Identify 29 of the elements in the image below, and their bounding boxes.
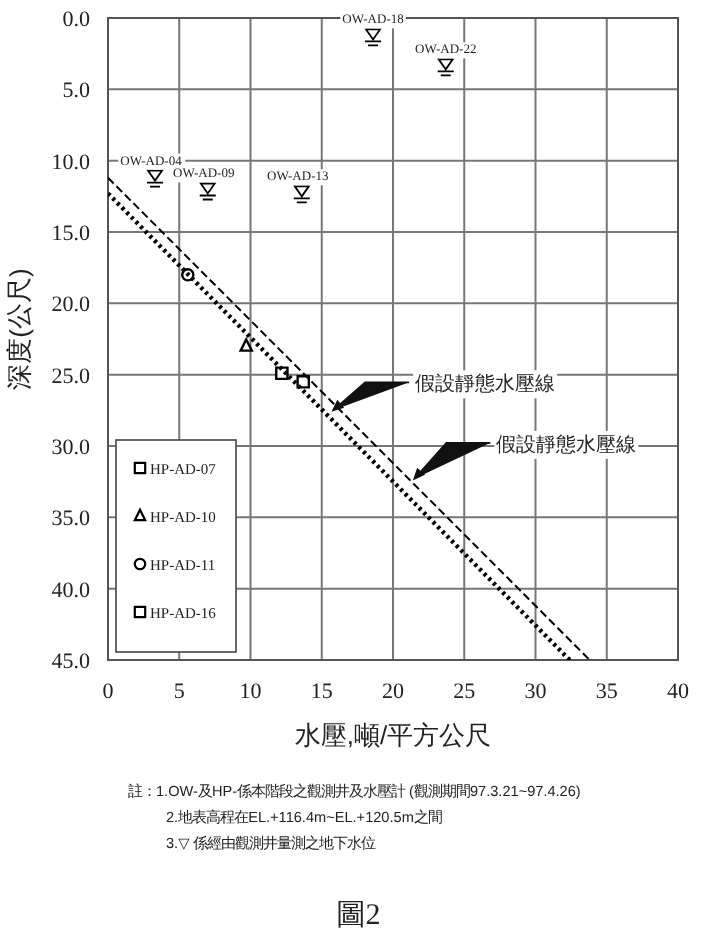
point	[198, 182, 217, 201]
y-tick-label: 30.0	[51, 436, 91, 460]
caption: 圖2	[335, 900, 381, 932]
point	[436, 58, 455, 77]
y-tick-label: 25.0	[51, 364, 91, 389]
x-tick-label: 25	[453, 680, 477, 704]
x-tick-label: 30	[524, 680, 548, 704]
y-tick-label: 5.0	[62, 79, 91, 104]
x-tick-label: 20	[382, 680, 405, 704]
annotation: 假設靜態水壓線	[496, 432, 637, 457]
y-tick-label: 35.0	[51, 507, 91, 532]
y-tick-label: 15.0	[51, 222, 91, 246]
x-tick-label: 10	[239, 680, 263, 704]
y-axis-title: 深度(公尺)	[4, 268, 34, 390]
point	[364, 28, 382, 47]
x-tick-label: 5	[173, 680, 186, 704]
y-tick-label: 20.0	[51, 293, 91, 318]
annotation: 假設靜態水壓線	[415, 372, 556, 397]
y-tick-label: 45.0	[51, 650, 91, 674]
x-tick-label: 15	[310, 680, 334, 704]
y-tick-label: 10.0	[51, 150, 91, 175]
x-tick-label: 35	[595, 680, 619, 704]
point	[292, 185, 311, 204]
x-axis-title: 水壓,噸/平方公尺	[294, 720, 492, 750]
y-tick-label: 40.0	[51, 578, 91, 603]
x-tick-label: 40	[667, 680, 690, 704]
point	[146, 169, 164, 188]
x-tick-label: 0	[102, 680, 115, 704]
y-tick-label: 0.0	[62, 8, 91, 32]
